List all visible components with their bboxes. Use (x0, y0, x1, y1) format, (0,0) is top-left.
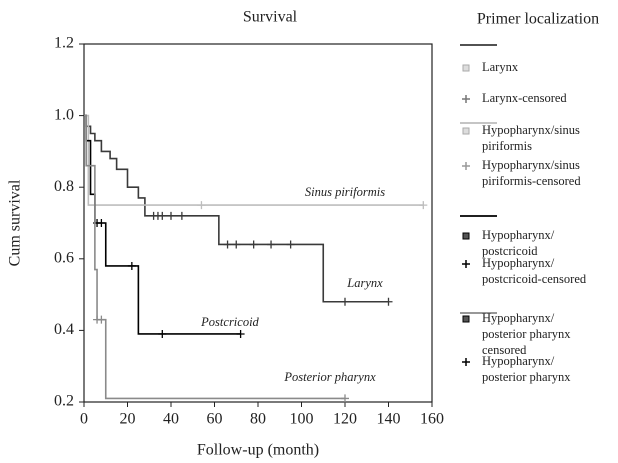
legend-label: Hypopharynx/ (482, 256, 555, 270)
legend-label: censored (482, 343, 527, 357)
chart-title: Survival (243, 9, 298, 26)
legend-symbol (462, 64, 470, 72)
x-axis-label: Follow-up (month) (197, 442, 319, 459)
censor-mark (249, 240, 258, 249)
legend-symbol (462, 232, 470, 240)
legend-label: posterior pharynx (482, 370, 571, 384)
x-tick-label: 100 (290, 411, 314, 428)
legend-label: piriformis-censored (482, 174, 581, 188)
censor-mark (286, 240, 295, 249)
x-tick-label: 20 (120, 411, 136, 428)
x-tick-label: 80 (250, 411, 266, 428)
censor-mark (267, 240, 276, 249)
legend-label: piriformis (482, 139, 532, 153)
survival-line (84, 114, 241, 335)
survival-line (84, 114, 345, 400)
y-tick-label: 1.2 (54, 35, 74, 52)
legend-label: Hypopharynx/sinus (482, 123, 580, 137)
censor-mark (97, 315, 106, 324)
censor-mark (232, 240, 241, 249)
legend-symbol (462, 358, 470, 366)
legend-label: Hypopharynx/sinus (482, 158, 580, 172)
censor-mark (197, 201, 206, 210)
series-annotation: Posterior pharynx (283, 370, 376, 384)
y-tick-label: 1.0 (54, 106, 74, 123)
legend-symbol (462, 162, 470, 170)
legend-label: Larynx (482, 60, 519, 74)
legend-label: Larynx-censored (482, 91, 567, 105)
plot-frame (83, 43, 433, 403)
censor-mark (341, 297, 349, 306)
censor-mark (236, 329, 245, 338)
legend-symbol (462, 260, 470, 268)
censor-mark (341, 394, 349, 403)
censor-mark (167, 211, 175, 220)
legend-label: postcricoid-censored (482, 272, 587, 286)
legend-symbol (462, 315, 470, 323)
y-tick-label: 0.4 (54, 321, 74, 338)
x-tick-label: 120 (333, 411, 357, 428)
legend-label: postcricoid (482, 244, 538, 258)
x-tick-label: 60 (207, 411, 223, 428)
censor-mark (158, 329, 167, 338)
censor-mark (419, 201, 428, 210)
y-tick-label: 0.2 (54, 393, 74, 410)
legend-symbol (462, 95, 470, 103)
y-tick-label: 0.8 (54, 178, 74, 195)
series-annotation: Postcricoid (200, 315, 259, 329)
y-tick-label: 0.6 (54, 249, 74, 266)
legend-label: Hypopharynx/ (482, 354, 555, 368)
series-annotation: Sinus piriformis (305, 185, 385, 199)
legend-label: posterior pharynx (482, 327, 571, 341)
y-axis-label: Cum survival (7, 179, 24, 266)
legend-symbol (462, 127, 470, 135)
legend-label: Hypopharynx/ (482, 228, 555, 242)
survival-line (84, 114, 389, 303)
x-tick-label: 160 (420, 411, 444, 428)
series-annotation: Larynx (346, 276, 383, 290)
legend-title: Primer localization (477, 11, 599, 28)
x-tick-label: 140 (377, 411, 401, 428)
censor-mark (223, 240, 232, 249)
x-tick-label: 40 (163, 411, 179, 428)
x-tick-label: 0 (80, 411, 88, 428)
censor-mark (158, 211, 167, 220)
censor-mark (177, 211, 186, 220)
censor-mark (127, 261, 136, 270)
censor-mark (97, 219, 106, 227)
censor-mark (384, 297, 393, 306)
legend-label: Hypopharynx/ (482, 311, 555, 325)
